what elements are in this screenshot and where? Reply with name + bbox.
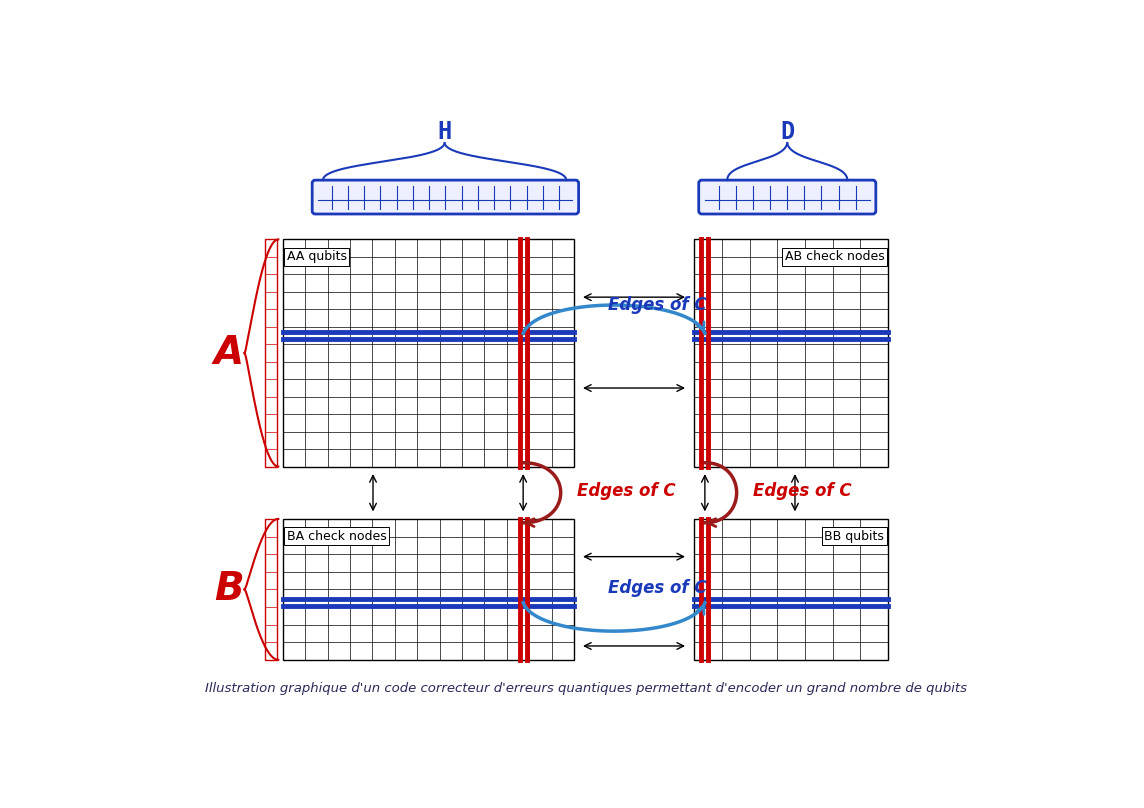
Text: BA check nodes: BA check nodes bbox=[287, 530, 387, 543]
Bar bbox=[283, 239, 574, 466]
Bar bbox=[265, 239, 277, 466]
Bar bbox=[265, 519, 277, 660]
FancyBboxPatch shape bbox=[699, 180, 876, 214]
Text: D: D bbox=[780, 120, 794, 144]
FancyBboxPatch shape bbox=[312, 180, 579, 214]
Text: H: H bbox=[437, 120, 452, 144]
Text: BB qubits: BB qubits bbox=[825, 530, 884, 543]
Text: Edges of C: Edges of C bbox=[753, 482, 851, 500]
Text: AB check nodes: AB check nodes bbox=[785, 250, 884, 263]
Text: Illustration graphique d'un code correcteur d'erreurs quantiques permettant d'en: Illustration graphique d'un code correct… bbox=[205, 682, 968, 695]
Bar bbox=[694, 519, 888, 660]
Text: B: B bbox=[214, 570, 244, 608]
Bar bbox=[283, 519, 574, 660]
Text: AA qubits: AA qubits bbox=[287, 250, 347, 263]
Bar bbox=[694, 239, 888, 466]
Text: Edges of C: Edges of C bbox=[607, 579, 707, 597]
Text: Edges of C: Edges of C bbox=[607, 296, 707, 314]
Text: Edges of C: Edges of C bbox=[577, 482, 676, 500]
Text: A: A bbox=[214, 334, 244, 372]
